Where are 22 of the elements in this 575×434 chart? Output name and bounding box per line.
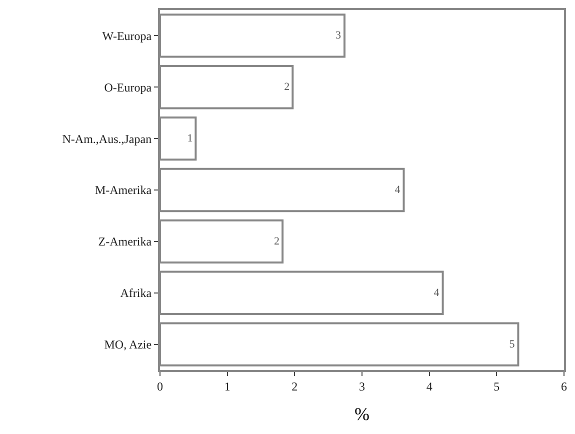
y-tick-label: O-Europa xyxy=(104,80,152,94)
data-label: 2 xyxy=(274,235,280,248)
y-tick-label: N-Am.,Aus.,Japan xyxy=(62,132,152,146)
data-label: 1 xyxy=(187,132,193,145)
y-tick-label: M-Amerika xyxy=(94,183,152,198)
data-label: 3 xyxy=(335,30,342,42)
x-tick-label: 2 xyxy=(292,379,298,394)
x-axis-title: % xyxy=(354,404,370,424)
x-tick-label: 1 xyxy=(224,379,230,394)
data-label: 4 xyxy=(434,286,440,299)
data-label: 5 xyxy=(509,338,516,350)
y-tick-label: Z-Amerika xyxy=(98,234,152,249)
x-tick-label: 5 xyxy=(494,379,500,394)
x-tick-label: 0 xyxy=(157,379,163,394)
data-label: 2 xyxy=(284,81,290,94)
x-tick-label: 3 xyxy=(359,379,365,394)
x-tick-label: 4 xyxy=(426,379,432,394)
data-label: 4 xyxy=(394,184,401,196)
y-tick-label: W-Europa xyxy=(102,28,152,43)
y-tick-label: Afrika xyxy=(120,286,152,300)
y-tick-label: MO, Azie xyxy=(104,337,152,352)
x-tick-label: 6 xyxy=(561,379,567,394)
